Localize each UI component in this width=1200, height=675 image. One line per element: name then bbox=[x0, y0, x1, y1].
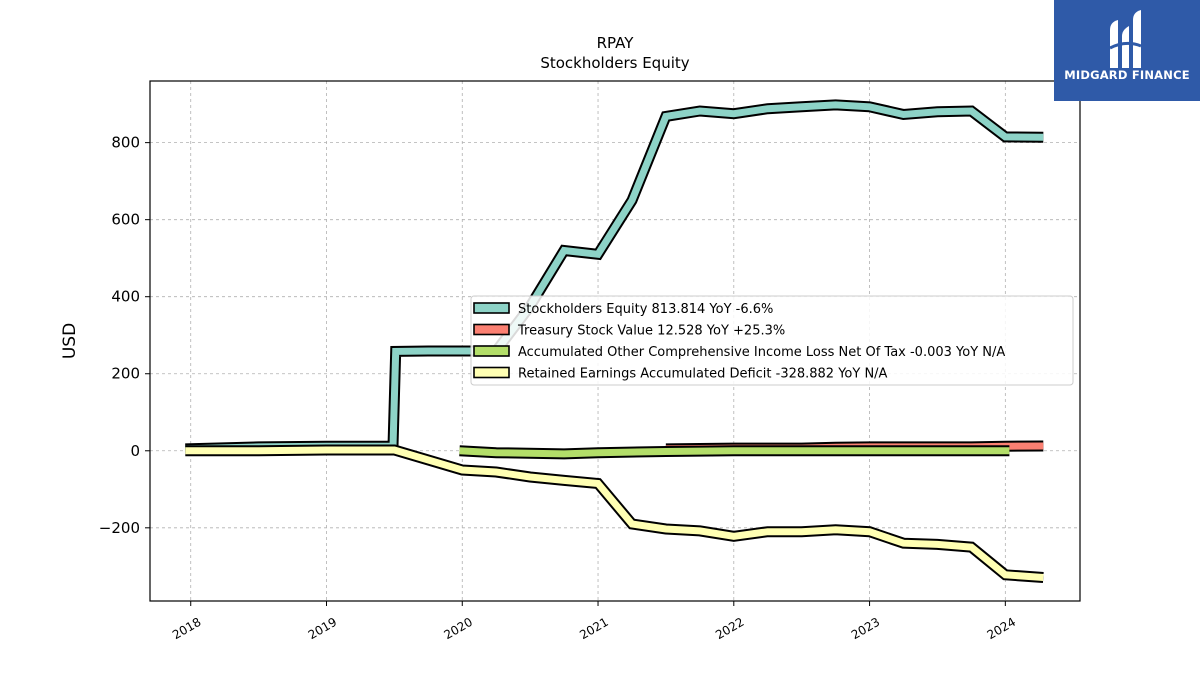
legend-swatch bbox=[473, 323, 510, 336]
legend: Stockholders Equity 813.814 YoY -6.6% Tre… bbox=[470, 295, 1074, 386]
y-tick-label: 0 bbox=[130, 442, 140, 460]
series-line-2 bbox=[459, 447, 1010, 458]
y-axis-label: USD bbox=[60, 323, 80, 359]
x-tick-label: 2018 bbox=[170, 615, 203, 642]
logo-mark-icon bbox=[1109, 10, 1142, 68]
legend-label: Treasury Stock Value 12.528 YoY +25.3% bbox=[517, 324, 785, 339]
y-tick-label: 600 bbox=[111, 211, 140, 229]
logo-text: MIDGARD FINANCE bbox=[1064, 68, 1190, 82]
legend-label: Retained Earnings Accumulated Deficit -3… bbox=[518, 367, 888, 382]
x-tick-label: 2024 bbox=[985, 615, 1018, 642]
x-tick-label: 2023 bbox=[849, 615, 882, 642]
legend-box bbox=[470, 295, 1074, 386]
x-axis: 2018 2019 2020 2021 2022 2023 2024 bbox=[170, 601, 1018, 642]
legend-swatch bbox=[473, 366, 510, 379]
series-line-0 bbox=[185, 101, 1044, 453]
legend-label: Stockholders Equity 813.814 YoY -6.6% bbox=[518, 302, 773, 317]
y-tick-label: 200 bbox=[111, 365, 140, 383]
y-axis: −200 0 200 400 600 800 bbox=[99, 134, 150, 537]
series-lines bbox=[185, 99, 1044, 583]
legend-label: Accumulated Other Comprehensive Income L… bbox=[518, 345, 1005, 360]
y-tick-label: −200 bbox=[99, 519, 140, 537]
y-tick-label: 400 bbox=[111, 288, 140, 306]
y-tick-label: 800 bbox=[111, 134, 140, 152]
brand-logo: MIDGARD FINANCE bbox=[1054, 0, 1200, 101]
plot-frame bbox=[149, 80, 1081, 602]
chart-title: RPAY bbox=[597, 34, 635, 52]
series-outline-3 bbox=[185, 444, 1044, 583]
x-tick-label: 2021 bbox=[577, 615, 610, 642]
legend-swatch bbox=[473, 345, 510, 357]
x-tick-label: 2022 bbox=[713, 615, 746, 642]
chart-subtitle: Stockholders Equity bbox=[540, 54, 689, 72]
series-line-3 bbox=[185, 446, 1044, 581]
x-tick-label: 2020 bbox=[442, 615, 475, 642]
legend-swatch bbox=[473, 302, 510, 314]
series-outline-0 bbox=[185, 99, 1044, 455]
x-tick-label: 2019 bbox=[306, 615, 339, 642]
